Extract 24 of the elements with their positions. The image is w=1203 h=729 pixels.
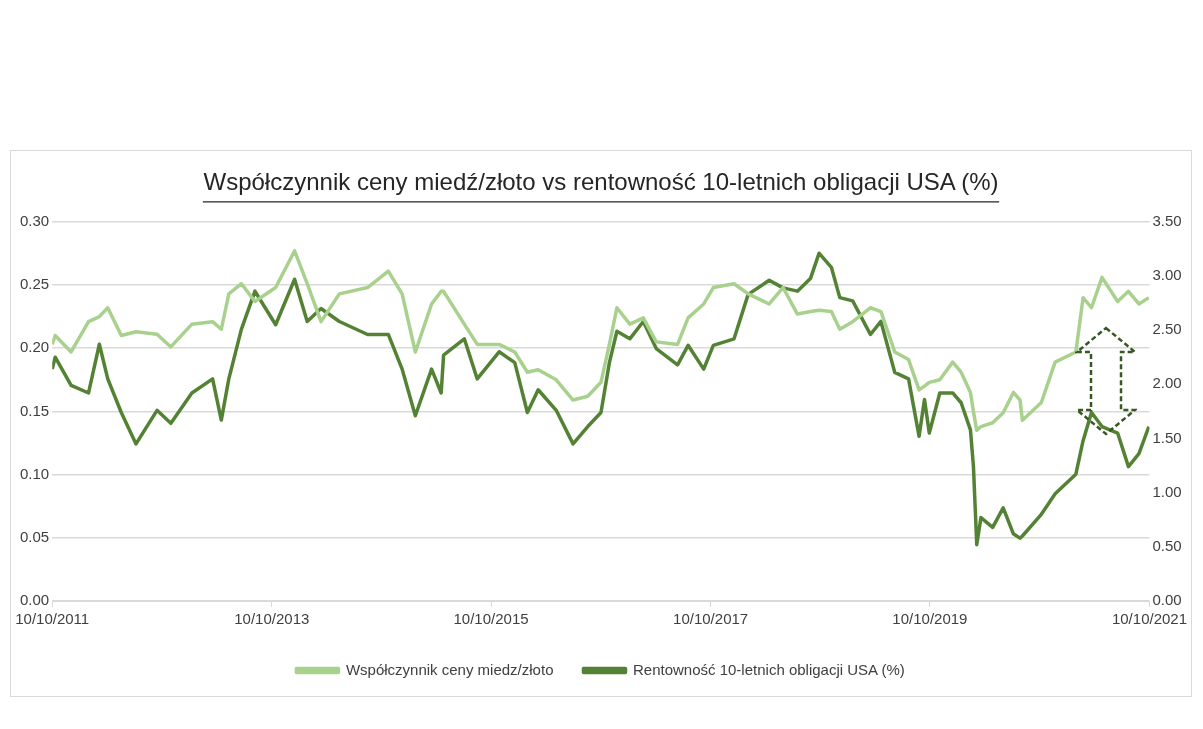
x-tick-label: 10/10/2019 xyxy=(892,610,968,628)
legend-label: Rentowność 10-letnich obligacji USA (%) xyxy=(632,660,905,678)
y2-tick-label: 0.00 xyxy=(1152,591,1182,609)
x-tick-label: 10/10/2017 xyxy=(673,610,749,628)
y2-tick-label: 0.50 xyxy=(1152,536,1182,554)
x-tick-label: 10/10/2021 xyxy=(1111,610,1187,628)
y2-tick-label: 2.00 xyxy=(1152,374,1182,392)
legend-label: Współczynnik ceny miedz/złoto xyxy=(345,660,554,678)
x-tick-label: 10/10/2013 xyxy=(234,610,310,628)
y2-tick-label: 3.50 xyxy=(1152,211,1182,229)
chart-title: Współczynnik ceny miedź/złoto vs rentowność 10-letnich obligacji USA (%) xyxy=(203,168,999,196)
y-tick-label: 0.15 xyxy=(19,401,50,419)
x-tick-label: 10/10/2015 xyxy=(453,610,529,628)
y2-tick-label: 3.00 xyxy=(1152,266,1182,284)
y2-tick-label: 1.50 xyxy=(1152,428,1182,446)
y-tick-label: 0.25 xyxy=(19,275,50,293)
y2-tick-label: 2.50 xyxy=(1152,320,1182,338)
y-tick-label: 0.20 xyxy=(19,338,50,356)
x-tick-label: 10/10/2011 xyxy=(15,610,90,628)
y-tick-label: 0.00 xyxy=(19,591,50,609)
y-tick-label: 0.05 xyxy=(19,527,50,545)
y-tick-label: 0.30 xyxy=(19,211,50,229)
y-tick-label: 0.10 xyxy=(19,464,50,482)
y2-tick-label: 1.00 xyxy=(1152,482,1182,500)
